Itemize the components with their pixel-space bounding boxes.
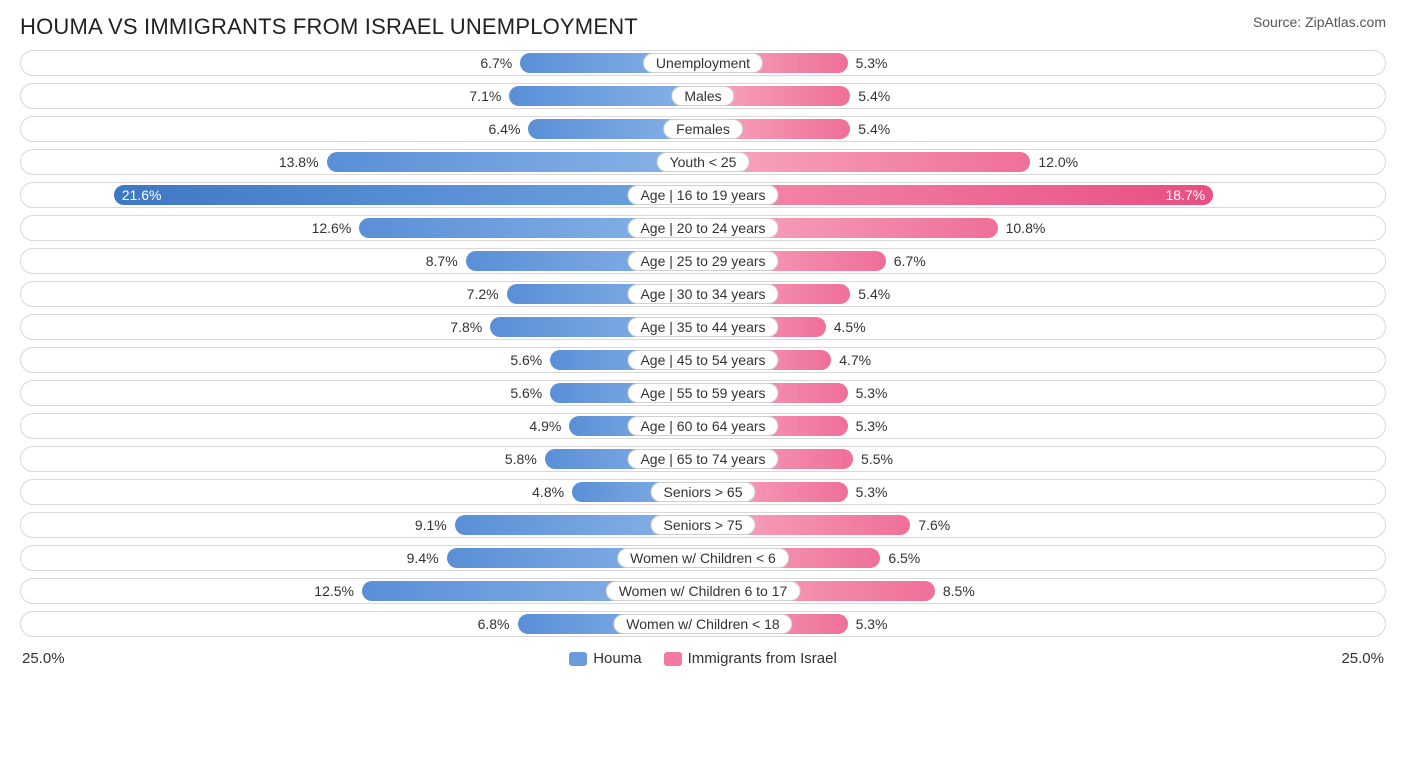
category-label: Youth < 25 (657, 152, 750, 172)
chart-row: 5.6% 4.7% Age | 45 to 54 years (20, 347, 1386, 373)
chart-row: 6.7% 5.3% Unemployment (20, 50, 1386, 76)
value-right: 5.3% (856, 55, 888, 71)
value-left: 4.8% (532, 484, 564, 500)
chart-row: 6.4% 5.4% Females (20, 116, 1386, 142)
value-right: 18.7% (1165, 187, 1205, 203)
legend-label-left: Houma (593, 650, 641, 667)
category-label: Age | 20 to 24 years (627, 218, 778, 238)
category-label: Seniors > 65 (651, 482, 756, 502)
legend-label-right: Immigrants from Israel (688, 650, 837, 667)
value-left: 9.4% (407, 550, 439, 566)
category-label: Age | 60 to 64 years (627, 416, 778, 436)
value-right: 8.5% (943, 583, 975, 599)
value-right: 5.3% (856, 484, 888, 500)
value-left: 5.6% (510, 385, 542, 401)
chart-row: 7.2% 5.4% Age | 30 to 34 years (20, 281, 1386, 307)
category-label: Females (663, 119, 743, 139)
value-left: 6.4% (489, 121, 521, 137)
value-right: 5.3% (856, 385, 888, 401)
category-label: Age | 25 to 29 years (627, 251, 778, 271)
axis-left-max: 25.0% (22, 650, 65, 667)
category-label: Unemployment (643, 53, 763, 73)
value-left: 12.5% (314, 583, 354, 599)
value-left: 12.6% (312, 220, 352, 236)
value-right: 5.4% (858, 121, 890, 137)
value-left: 7.2% (467, 286, 499, 302)
category-label: Age | 16 to 19 years (627, 185, 778, 205)
axis-right-max: 25.0% (1341, 650, 1384, 667)
chart-row: 7.8% 4.5% Age | 35 to 44 years (20, 314, 1386, 340)
value-right: 10.8% (1006, 220, 1046, 236)
value-right: 5.3% (856, 418, 888, 434)
value-left: 5.8% (505, 451, 537, 467)
legend-item-right: Immigrants from Israel (664, 650, 837, 667)
value-left: 21.6% (122, 187, 162, 203)
value-left: 7.1% (469, 88, 501, 104)
bar-right (703, 185, 1213, 205)
chart-row: 12.6% 10.8% Age | 20 to 24 years (20, 215, 1386, 241)
chart-row: 6.8% 5.3% Women w/ Children < 18 (20, 611, 1386, 637)
category-label: Age | 45 to 54 years (627, 350, 778, 370)
value-right: 4.7% (839, 352, 871, 368)
chart-row: 4.9% 5.3% Age | 60 to 64 years (20, 413, 1386, 439)
value-right: 6.7% (894, 253, 926, 269)
legend: Houma Immigrants from Israel (569, 650, 837, 667)
chart-row: 9.4% 6.5% Women w/ Children < 6 (20, 545, 1386, 571)
legend-swatch-right (664, 652, 682, 666)
value-right: 5.4% (858, 88, 890, 104)
chart-row: 7.1% 5.4% Males (20, 83, 1386, 109)
chart-row: 13.8% 12.0% Youth < 25 (20, 149, 1386, 175)
chart-row: 5.6% 5.3% Age | 55 to 59 years (20, 380, 1386, 406)
category-label: Women w/ Children 6 to 17 (606, 581, 801, 601)
butterfly-chart: 6.7% 5.3% Unemployment 7.1% 5.4% Males 6.4% 5.4… (0, 44, 1406, 648)
value-left: 4.9% (529, 418, 561, 434)
value-left: 7.8% (450, 319, 482, 335)
category-label: Age | 30 to 34 years (627, 284, 778, 304)
value-left: 13.8% (279, 154, 319, 170)
chart-row: 9.1% 7.6% Seniors > 75 (20, 512, 1386, 538)
category-label: Seniors > 75 (651, 515, 756, 535)
bar-left (114, 185, 703, 205)
chart-row: 5.8% 5.5% Age | 65 to 74 years (20, 446, 1386, 472)
value-left: 6.8% (478, 616, 510, 632)
value-right: 12.0% (1038, 154, 1078, 170)
value-right: 5.4% (858, 286, 890, 302)
chart-title: HOUMA VS IMMIGRANTS FROM ISRAEL UNEMPLOY… (20, 14, 638, 40)
category-label: Women w/ Children < 18 (613, 614, 792, 634)
category-label: Males (671, 86, 734, 106)
chart-row: 12.5% 8.5% Women w/ Children 6 to 17 (20, 578, 1386, 604)
legend-item-left: Houma (569, 650, 641, 667)
bar-left (327, 152, 703, 172)
category-label: Age | 35 to 44 years (627, 317, 778, 337)
category-label: Women w/ Children < 6 (617, 548, 789, 568)
chart-row: 8.7% 6.7% Age | 25 to 29 years (20, 248, 1386, 274)
category-label: Age | 55 to 59 years (627, 383, 778, 403)
value-left: 5.6% (510, 352, 542, 368)
value-right: 5.3% (856, 616, 888, 632)
chart-source: Source: ZipAtlas.com (1253, 14, 1386, 30)
legend-swatch-left (569, 652, 587, 666)
value-left: 8.7% (426, 253, 458, 269)
chart-row: 21.6% 18.7% Age | 16 to 19 years (20, 182, 1386, 208)
category-label: Age | 65 to 74 years (627, 449, 778, 469)
value-right: 5.5% (861, 451, 893, 467)
value-right: 6.5% (888, 550, 920, 566)
bar-right (703, 152, 1030, 172)
value-left: 9.1% (415, 517, 447, 533)
chart-row: 4.8% 5.3% Seniors > 65 (20, 479, 1386, 505)
value-right: 4.5% (834, 319, 866, 335)
value-right: 7.6% (918, 517, 950, 533)
value-left: 6.7% (480, 55, 512, 71)
